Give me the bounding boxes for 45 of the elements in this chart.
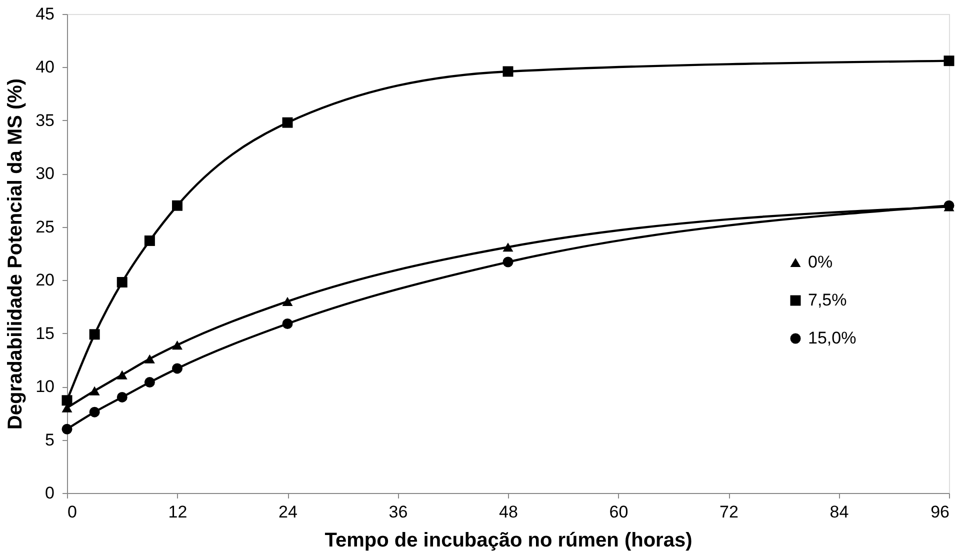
point (62, 395, 72, 406)
y-tick-label: 5 (45, 430, 54, 450)
y-tick-label: 40 (36, 58, 54, 77)
y-tick-label: 30 (36, 164, 54, 184)
x-tick-label: 96 (930, 502, 950, 522)
x-tick-label: 0 (68, 502, 77, 522)
point (282, 318, 293, 329)
y-tick-label: 45 (36, 4, 54, 24)
legend-label: 7,5% (808, 290, 847, 310)
x-tick-label: 72 (720, 502, 738, 522)
y-tick-label: 10 (36, 377, 54, 396)
y-tick-label: 0 (45, 484, 54, 502)
y-tick-label: 15 (36, 324, 54, 343)
point (172, 363, 182, 374)
point (502, 66, 514, 77)
point (282, 117, 293, 128)
y-axis-title: Degradabilidade Potencial da MS (%) (4, 78, 27, 430)
y-tick-label: 25 (36, 217, 54, 236)
point (172, 340, 182, 350)
x-tick-label: 84 (830, 502, 849, 522)
point (172, 200, 182, 211)
x-axis-title: Tempo de incubação no rúmen (horas) (324, 530, 692, 552)
legend-label: 0% (808, 252, 833, 272)
legend-label: 15,0% (808, 328, 856, 348)
x-tick-label: 60 (609, 502, 628, 522)
x-tick-label: 48 (499, 502, 518, 522)
point (282, 296, 293, 306)
y-tick-label: 35 (36, 110, 54, 130)
point (89, 386, 100, 396)
point (144, 354, 155, 364)
point (116, 392, 128, 402)
point (116, 370, 128, 380)
point (144, 235, 155, 246)
point (144, 377, 155, 388)
point (62, 424, 72, 434)
y-tick-label: 20 (36, 270, 54, 290)
point (89, 329, 100, 340)
point (502, 256, 514, 268)
x-tick-label: 24 (278, 502, 298, 522)
x-tick-label: 12 (168, 502, 188, 522)
point (502, 242, 514, 252)
x-tick-label: 36 (388, 502, 408, 522)
point (944, 56, 954, 66)
point (116, 276, 128, 288)
point (89, 406, 100, 418)
